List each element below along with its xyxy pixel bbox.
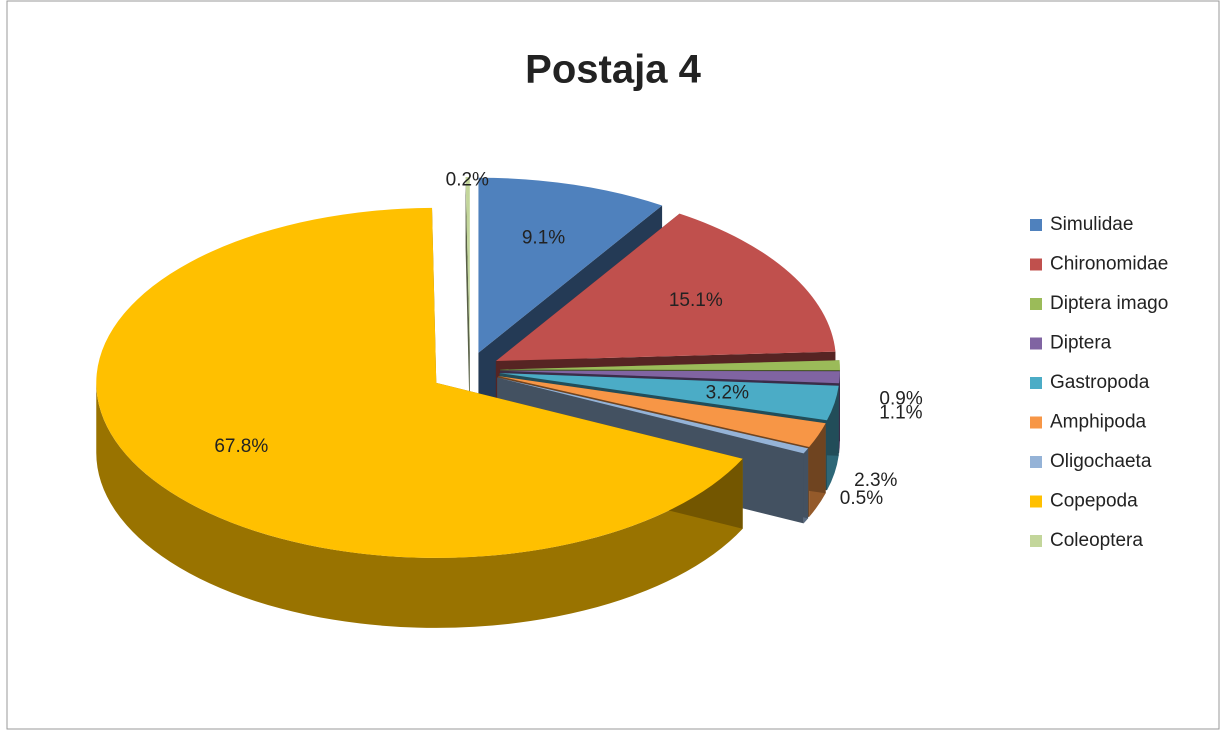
slice (499, 373, 839, 421)
legend-swatch (1030, 416, 1042, 429)
data-label: 15.1% (669, 290, 723, 311)
data-label: 0.5% (840, 488, 883, 509)
legend-label: Amphipoda (1050, 412, 1147, 433)
chart-title: Postaja 4 (525, 48, 701, 92)
legend-swatch (1030, 219, 1042, 231)
slice (499, 370, 840, 384)
legend-swatch (1030, 456, 1042, 468)
data-label: 67.8% (214, 436, 268, 457)
data-label: 9.1% (522, 228, 565, 249)
legend-swatch (1030, 298, 1042, 310)
legend-label: Gastropoda (1050, 372, 1150, 393)
data-label: 3.2% (706, 383, 749, 404)
slice (499, 360, 840, 371)
legend-label: Simulidae (1050, 214, 1133, 235)
slice-side (96, 382, 743, 628)
legend-swatch (1030, 337, 1042, 350)
slice (497, 377, 809, 454)
slice (465, 177, 470, 353)
slice (495, 213, 836, 361)
pie: 9.1% 15.1% 0.9%1.1% 3.2% 2.3%0.5% 67.8% 0.2% (96, 170, 923, 628)
legend-label: Oligochaeta (1050, 451, 1152, 472)
legend-swatch (1030, 377, 1042, 389)
legend-label: Diptera imago (1050, 293, 1168, 314)
slice (498, 376, 826, 447)
legend-label: Copepoda (1050, 491, 1138, 512)
legend-label: Diptera (1050, 333, 1112, 354)
slice (96, 207, 743, 558)
legend-swatch (1030, 258, 1042, 271)
legend-label: Coleoptera (1050, 530, 1143, 551)
data-label: 0.2% (446, 170, 489, 191)
slice (478, 177, 663, 353)
slice-edge (465, 177, 470, 423)
data-label: 0.9% (879, 388, 922, 409)
data-label: 2.3% (854, 470, 897, 491)
legend-swatch (1030, 495, 1042, 508)
legend-swatch (1030, 535, 1042, 547)
legend: Simulidae Chironomidae Diptera imago Dipter… (1030, 214, 1168, 551)
legend-label: Chironomidae (1050, 254, 1168, 275)
data-label: 1.1% (879, 402, 922, 423)
